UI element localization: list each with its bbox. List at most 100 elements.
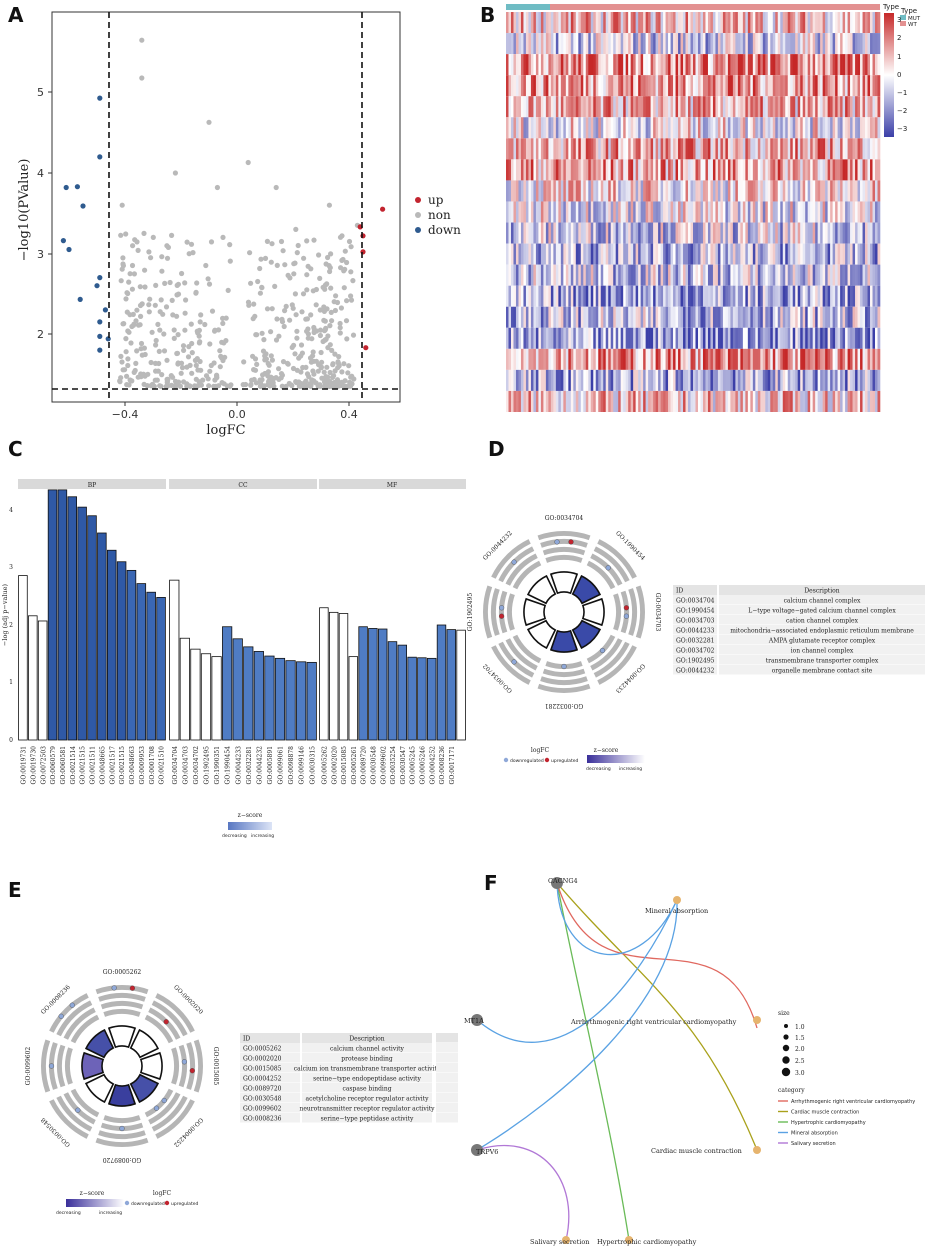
heatmap-cell — [673, 54, 676, 76]
heatmap-cell — [515, 306, 519, 328]
volcano-point-non — [323, 336, 329, 342]
heatmap-cell — [847, 369, 851, 391]
heatmap-cell — [820, 264, 823, 286]
heatmap-cell — [590, 327, 594, 349]
heatmap-cell — [700, 327, 704, 349]
segment-label: GO:0099602 — [25, 1047, 32, 1086]
heatmap-cell — [613, 348, 616, 370]
heatmap-cell — [673, 222, 676, 244]
volcano-point-non — [329, 347, 335, 353]
heatmap-cell — [850, 75, 853, 97]
heatmap-cell — [510, 285, 514, 307]
go-bar — [67, 496, 78, 741]
heatmap-cell — [588, 285, 592, 307]
volcano-point-non — [198, 312, 204, 318]
heatmap-cell — [700, 180, 704, 202]
heatmap-cell — [670, 243, 674, 265]
logfc-dot-down — [153, 1105, 160, 1111]
heatmap-cell — [575, 201, 579, 223]
volcano-point-non — [182, 327, 188, 333]
heatmap-cell — [608, 348, 612, 370]
heatmap-cell — [513, 243, 517, 265]
segment-label: GO:1902495 — [467, 593, 474, 632]
scale-tick-neg1: −1 — [897, 89, 907, 97]
heatmap-cell — [633, 138, 636, 160]
heatmap-cell — [535, 243, 539, 265]
go-bar — [87, 515, 97, 741]
logfc-dot-down — [48, 1063, 55, 1069]
heatmap-cell — [663, 117, 666, 139]
heatmap-cell — [735, 96, 739, 118]
heatmap-cell — [832, 201, 836, 223]
heatmap-cell — [870, 12, 873, 34]
heatmap-cell — [588, 390, 592, 412]
heatmap-cell — [518, 180, 522, 202]
heatmap-cell — [513, 348, 517, 370]
heatmap-cell — [585, 180, 589, 202]
heatmap-cell — [750, 96, 754, 118]
heatmap-cell — [628, 285, 631, 307]
heatmap-cell — [593, 201, 597, 223]
heatmap-cell — [775, 96, 779, 118]
heatmap-cell — [533, 33, 537, 55]
heatmap-cell — [837, 327, 841, 349]
heatmap-cell — [715, 348, 719, 370]
edge-cacng4-hypertrophic — [556, 882, 630, 1241]
heatmap-cell — [757, 264, 761, 286]
heatmap-cell — [603, 243, 607, 265]
label-cacng4: CACNG4 — [548, 877, 578, 885]
heatmap-cell — [790, 390, 794, 412]
volcano-point-non — [241, 359, 247, 365]
heatmap-cell — [518, 54, 522, 76]
heatmap-cell — [822, 390, 826, 412]
type-bar-wt — [550, 4, 880, 10]
heatmap-cell — [543, 222, 547, 244]
scale-tick-1: 1 — [897, 53, 901, 61]
logfc-dot-down — [561, 663, 567, 670]
heatmap-cell — [590, 348, 594, 370]
volcano-point-non — [287, 317, 293, 323]
volcano-point-non — [159, 254, 165, 260]
heatmap-cell — [568, 159, 572, 181]
table-cell-desc — [719, 605, 925, 615]
heatmap-cell — [506, 75, 509, 97]
go-bar-tick-label: GO:0009953 — [139, 746, 146, 785]
heatmap-cell — [693, 201, 696, 223]
heatmap-cell — [772, 117, 776, 139]
heatmap-cell — [508, 96, 512, 118]
heatmap-cell — [782, 12, 786, 34]
heatmap-cell — [780, 306, 784, 328]
volcano-point-non — [120, 255, 126, 261]
volcano-point-non — [174, 292, 180, 298]
volcano-point-non — [304, 287, 310, 293]
volcano-point-non — [305, 263, 311, 269]
volcano-point-non — [291, 261, 297, 267]
volcano-point-non — [132, 367, 138, 374]
heatmap-cell — [730, 180, 734, 202]
heatmap-cell — [528, 348, 532, 370]
heatmap-cell — [867, 159, 871, 181]
heatmap-cell — [835, 96, 838, 118]
heatmap-cell — [815, 264, 818, 286]
logfc-dot-down — [499, 605, 505, 611]
heatmap-cell — [653, 390, 656, 412]
heatmap-cell — [620, 201, 624, 223]
heatmap-cell — [603, 159, 607, 181]
heatmap-cell — [755, 96, 759, 118]
volcano-point-non — [219, 380, 225, 386]
volcano-point-non — [189, 370, 195, 376]
volcano-point-non — [137, 322, 143, 328]
heatmap-cell — [563, 222, 567, 244]
heatmap-cell — [792, 222, 796, 244]
logfc-ring-band — [95, 985, 149, 995]
heatmap-cell — [645, 117, 649, 139]
heatmap-cell — [633, 264, 636, 286]
heatmap-cell — [745, 201, 749, 223]
heatmap-cell — [702, 138, 706, 160]
heatmap-cell — [752, 96, 756, 118]
heatmap-cell — [578, 180, 582, 202]
heatmap-cell — [740, 369, 744, 391]
logfc-dot-up — [163, 1019, 169, 1025]
heatmap-cell — [583, 96, 587, 118]
heatmap-cell — [855, 285, 858, 307]
